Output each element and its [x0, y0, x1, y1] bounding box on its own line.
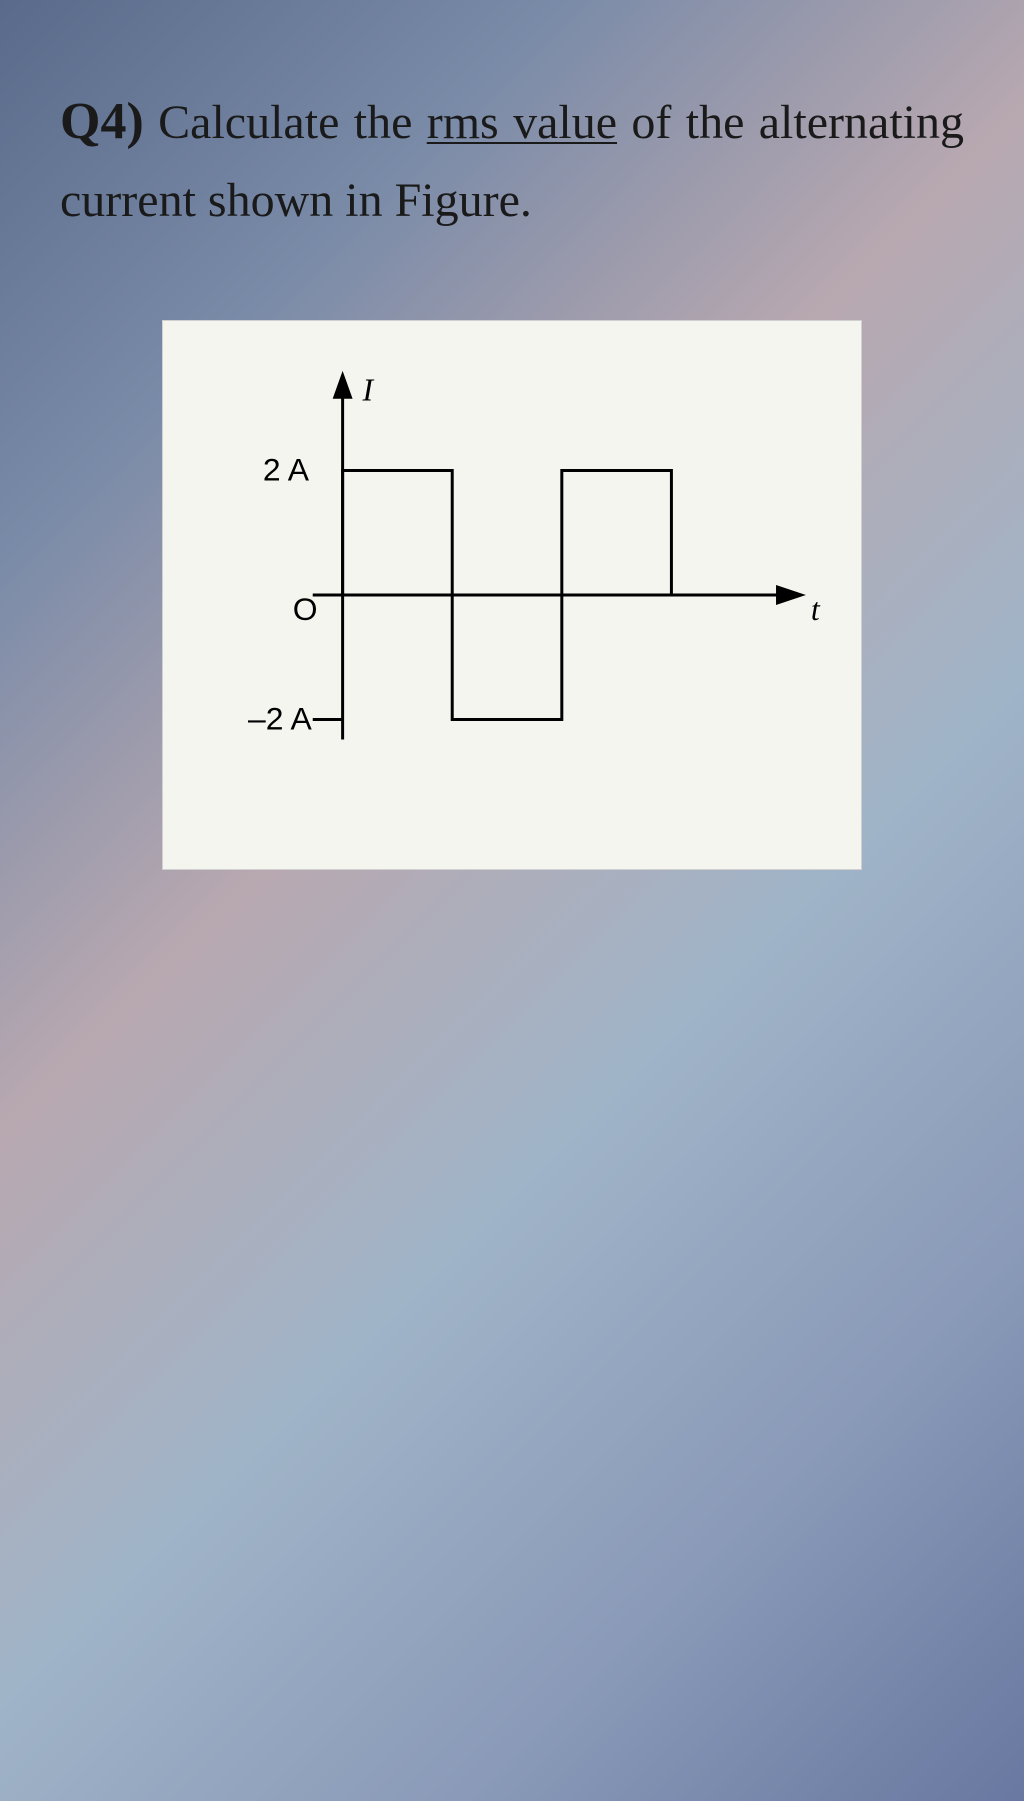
- waveform-graph: I 2 A O –2 A t: [163, 321, 861, 869]
- x-axis-arrow: [776, 585, 806, 605]
- x-axis-label: t: [811, 592, 821, 627]
- graph-container: I 2 A O –2 A t: [162, 320, 862, 870]
- origin-label: O: [293, 591, 318, 627]
- question-text: Q4) Calculate the rms value of the alter…: [60, 80, 964, 240]
- negative-value-label: –2 A: [248, 700, 313, 736]
- question-part1: Calculate the: [144, 96, 427, 149]
- page-content: Q4) Calculate the rms value of the alter…: [0, 0, 1024, 950]
- question-underlined: rms value: [427, 96, 617, 149]
- positive-value-label: 2 A: [263, 451, 310, 487]
- y-axis-arrow: [333, 371, 353, 399]
- question-label: Q4): [60, 93, 144, 150]
- y-axis-label: I: [362, 373, 375, 408]
